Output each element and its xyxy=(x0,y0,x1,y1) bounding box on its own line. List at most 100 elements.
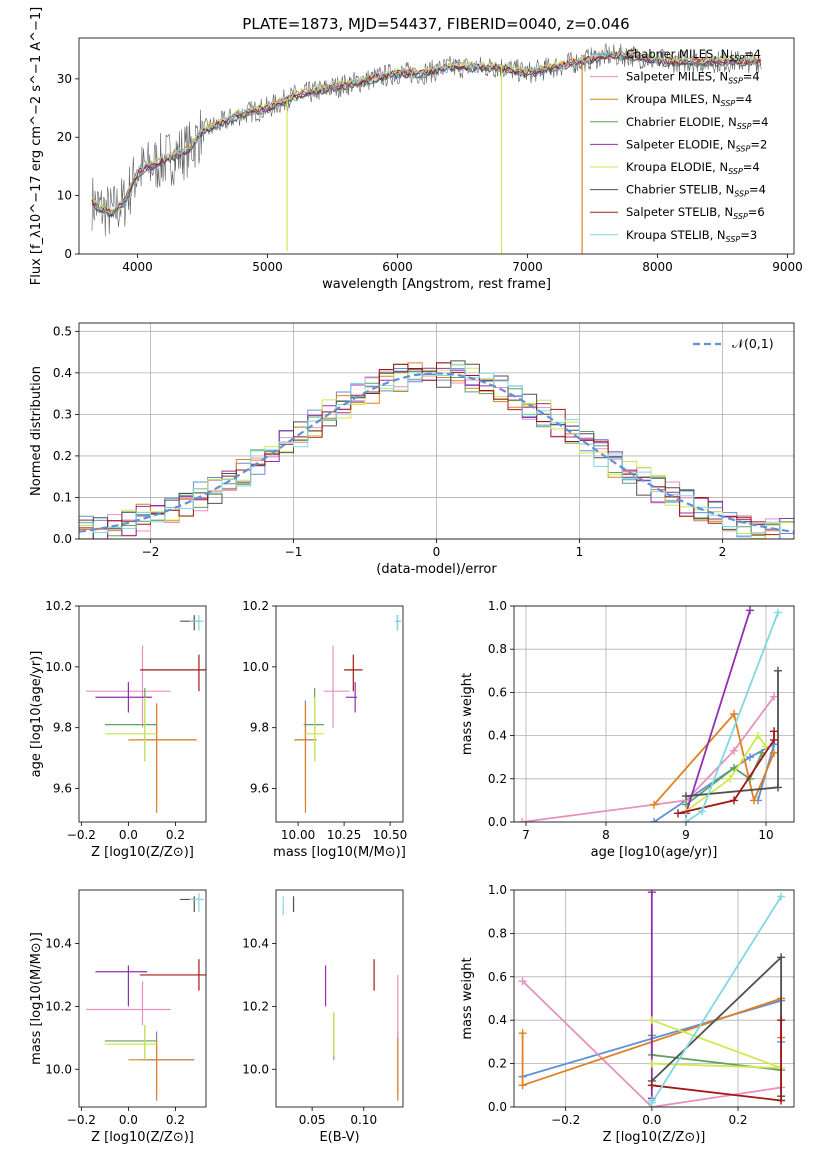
legend-subscript: SSP xyxy=(721,99,736,108)
y-tick-label: 1.0 xyxy=(488,599,507,613)
legend-value: =4 xyxy=(743,160,760,174)
plot-area xyxy=(518,890,786,1107)
legend-label: 𝒩(0,1) xyxy=(732,336,774,351)
model-spectrum xyxy=(91,51,762,217)
weight-marker xyxy=(750,796,758,805)
figure-title: PLATE=1873, MJD=54437, FIBERID=0040, z=0… xyxy=(242,15,629,33)
x-tick-label: 9000 xyxy=(772,260,803,274)
x-tick-label: 0.0 xyxy=(642,1113,661,1127)
legend-label: Kroupa MILES, NSSP=4 xyxy=(626,92,752,108)
legend-subscript: SSP xyxy=(736,144,751,153)
weight-marker xyxy=(730,710,738,718)
x-tick-label: 10.00 xyxy=(281,828,315,842)
y-tick-label: 9.8 xyxy=(53,721,72,735)
legend-value: =2 xyxy=(750,137,767,151)
age-vs-Z-panel: −0.2 0.0 0.2 9.6 9.8 10.0 10.2 Z [log10(Z/Z⊙)] a… xyxy=(29,599,207,860)
x-tick-label: −2 xyxy=(142,545,160,559)
legend-label: Salpeter STELIB, NSSP=6 xyxy=(626,205,765,221)
legend-value: =3 xyxy=(740,228,757,242)
weight-marker xyxy=(518,1081,527,1090)
plot-area xyxy=(79,360,794,539)
x-tick-label: 2 xyxy=(719,545,727,559)
y-tick-label: 0.2 xyxy=(488,772,507,786)
weight-marker xyxy=(770,735,778,744)
y-tick-label: 0.2 xyxy=(488,1057,507,1071)
weight-marker xyxy=(774,783,782,792)
y-tick-label: 0.8 xyxy=(488,926,507,940)
weight-marker xyxy=(754,731,762,740)
plots-layer: 4000 5000 6000 7000 8000 90000102030wavelengt… xyxy=(29,7,803,1145)
y-tick-label: 0.5 xyxy=(53,324,72,338)
plot-area xyxy=(518,606,782,822)
legend-label: Kroupa STELIB, NSSP=3 xyxy=(626,228,757,244)
x-axis-label: Z [log10(Z/Z⊙)] xyxy=(603,1130,706,1145)
mass-vs-Z-panel: −0.2 0.0 0.2 10.0 10.2 10.4 Z [log10(Z/Z⊙)] mas… xyxy=(29,889,207,1145)
y-tick-label: 0.4 xyxy=(488,1013,507,1027)
y-axis-label: mass weight xyxy=(460,957,475,1039)
legend-label: Kroupa ELODIE, NSSP=4 xyxy=(626,160,760,176)
weight-marker xyxy=(730,746,738,755)
axes-frame xyxy=(513,889,795,1108)
y-tick-label: 0 xyxy=(64,247,72,261)
plot-area xyxy=(86,893,206,1101)
weight-line xyxy=(650,896,782,1106)
x-axis-label: Z [log10(Z/Z⊙)] xyxy=(91,1130,194,1145)
observed-spectrum xyxy=(91,42,762,237)
x-tick-label: −0.2 xyxy=(67,1113,96,1127)
x-tick-label: 5000 xyxy=(252,260,283,274)
x-tick-label: 6000 xyxy=(382,260,413,274)
x-axis-label: E(B-V) xyxy=(319,1130,359,1145)
plot-area xyxy=(86,615,206,813)
weight-marker xyxy=(777,1096,786,1105)
legend-value: =4 xyxy=(743,70,760,84)
y-axis-label: Flux [f_λ10^−17 erg cm^−2 s^−1 A^−1] xyxy=(29,7,44,285)
residual-histogram xyxy=(79,364,794,539)
x-tick-label: 10.50 xyxy=(373,828,407,842)
y-tick-label: 10.2 xyxy=(45,599,72,613)
axes-frame xyxy=(78,889,207,1108)
weight-marker xyxy=(682,818,690,822)
weight-line xyxy=(651,1019,782,1069)
y-tick-label: 9.6 xyxy=(250,782,269,796)
y-tick-label: 10.2 xyxy=(242,599,269,613)
y-tick-label: 10.2 xyxy=(45,999,72,1013)
weight-marker xyxy=(777,1016,786,1025)
x-tick-label: 10 xyxy=(758,828,773,842)
x-axis-label: mass [log10(M/M⊙)] xyxy=(273,845,406,860)
y-axis-label: age [log10(age/yr)] xyxy=(29,651,44,778)
y-tick-label: 0.0 xyxy=(53,532,72,546)
x-axis-label: Z [log10(Z/Z⊙)] xyxy=(91,845,194,860)
x-tick-label: −0.2 xyxy=(67,828,96,842)
legend-value: =4 xyxy=(735,92,752,106)
legend-subscript: SSP xyxy=(734,190,749,199)
x-tick-label: 0 xyxy=(433,545,441,559)
y-tick-label: 0.8 xyxy=(488,642,507,656)
y-tick-label: 10.0 xyxy=(242,660,269,674)
weight-marker xyxy=(774,666,782,675)
weight-line xyxy=(677,731,775,815)
x-tick-label: 0.10 xyxy=(350,1113,377,1127)
normal-curve xyxy=(79,372,794,533)
y-tick-label: 10.4 xyxy=(242,936,269,950)
legend-subscript: SSP xyxy=(729,54,744,63)
axes-frame xyxy=(78,37,795,255)
y-tick-label: 0.6 xyxy=(488,970,507,984)
plot-area xyxy=(294,615,402,813)
legend-value: =4 xyxy=(749,183,766,197)
mass-weight-vs-age-panel: 7 8 9 10 0.0 0.2 0.4 0.6 0.8 1.0 age [log10(age/yr… xyxy=(460,599,795,860)
y-tick-label: 10.4 xyxy=(45,936,72,950)
y-tick-label: 0.0 xyxy=(488,1100,507,1114)
axes-frame xyxy=(78,322,795,540)
legend-label: Chabrier STELIB, NSSP=4 xyxy=(626,183,766,199)
y-tick-label: 0.1 xyxy=(53,490,72,504)
weight-line xyxy=(521,696,775,822)
x-tick-label: 0.2 xyxy=(728,1113,747,1127)
mass-vs-ebv-panel: 0.05 0.10 10.0 10.2 10.4 E(B-V) xyxy=(242,889,404,1145)
y-tick-label: 0.0 xyxy=(488,815,507,829)
legend-subscript: SSP xyxy=(728,77,743,86)
weight-line xyxy=(685,610,751,814)
y-tick-label: 20 xyxy=(57,130,72,144)
axes-frame xyxy=(78,605,207,823)
x-tick-label: 0.2 xyxy=(166,1113,185,1127)
